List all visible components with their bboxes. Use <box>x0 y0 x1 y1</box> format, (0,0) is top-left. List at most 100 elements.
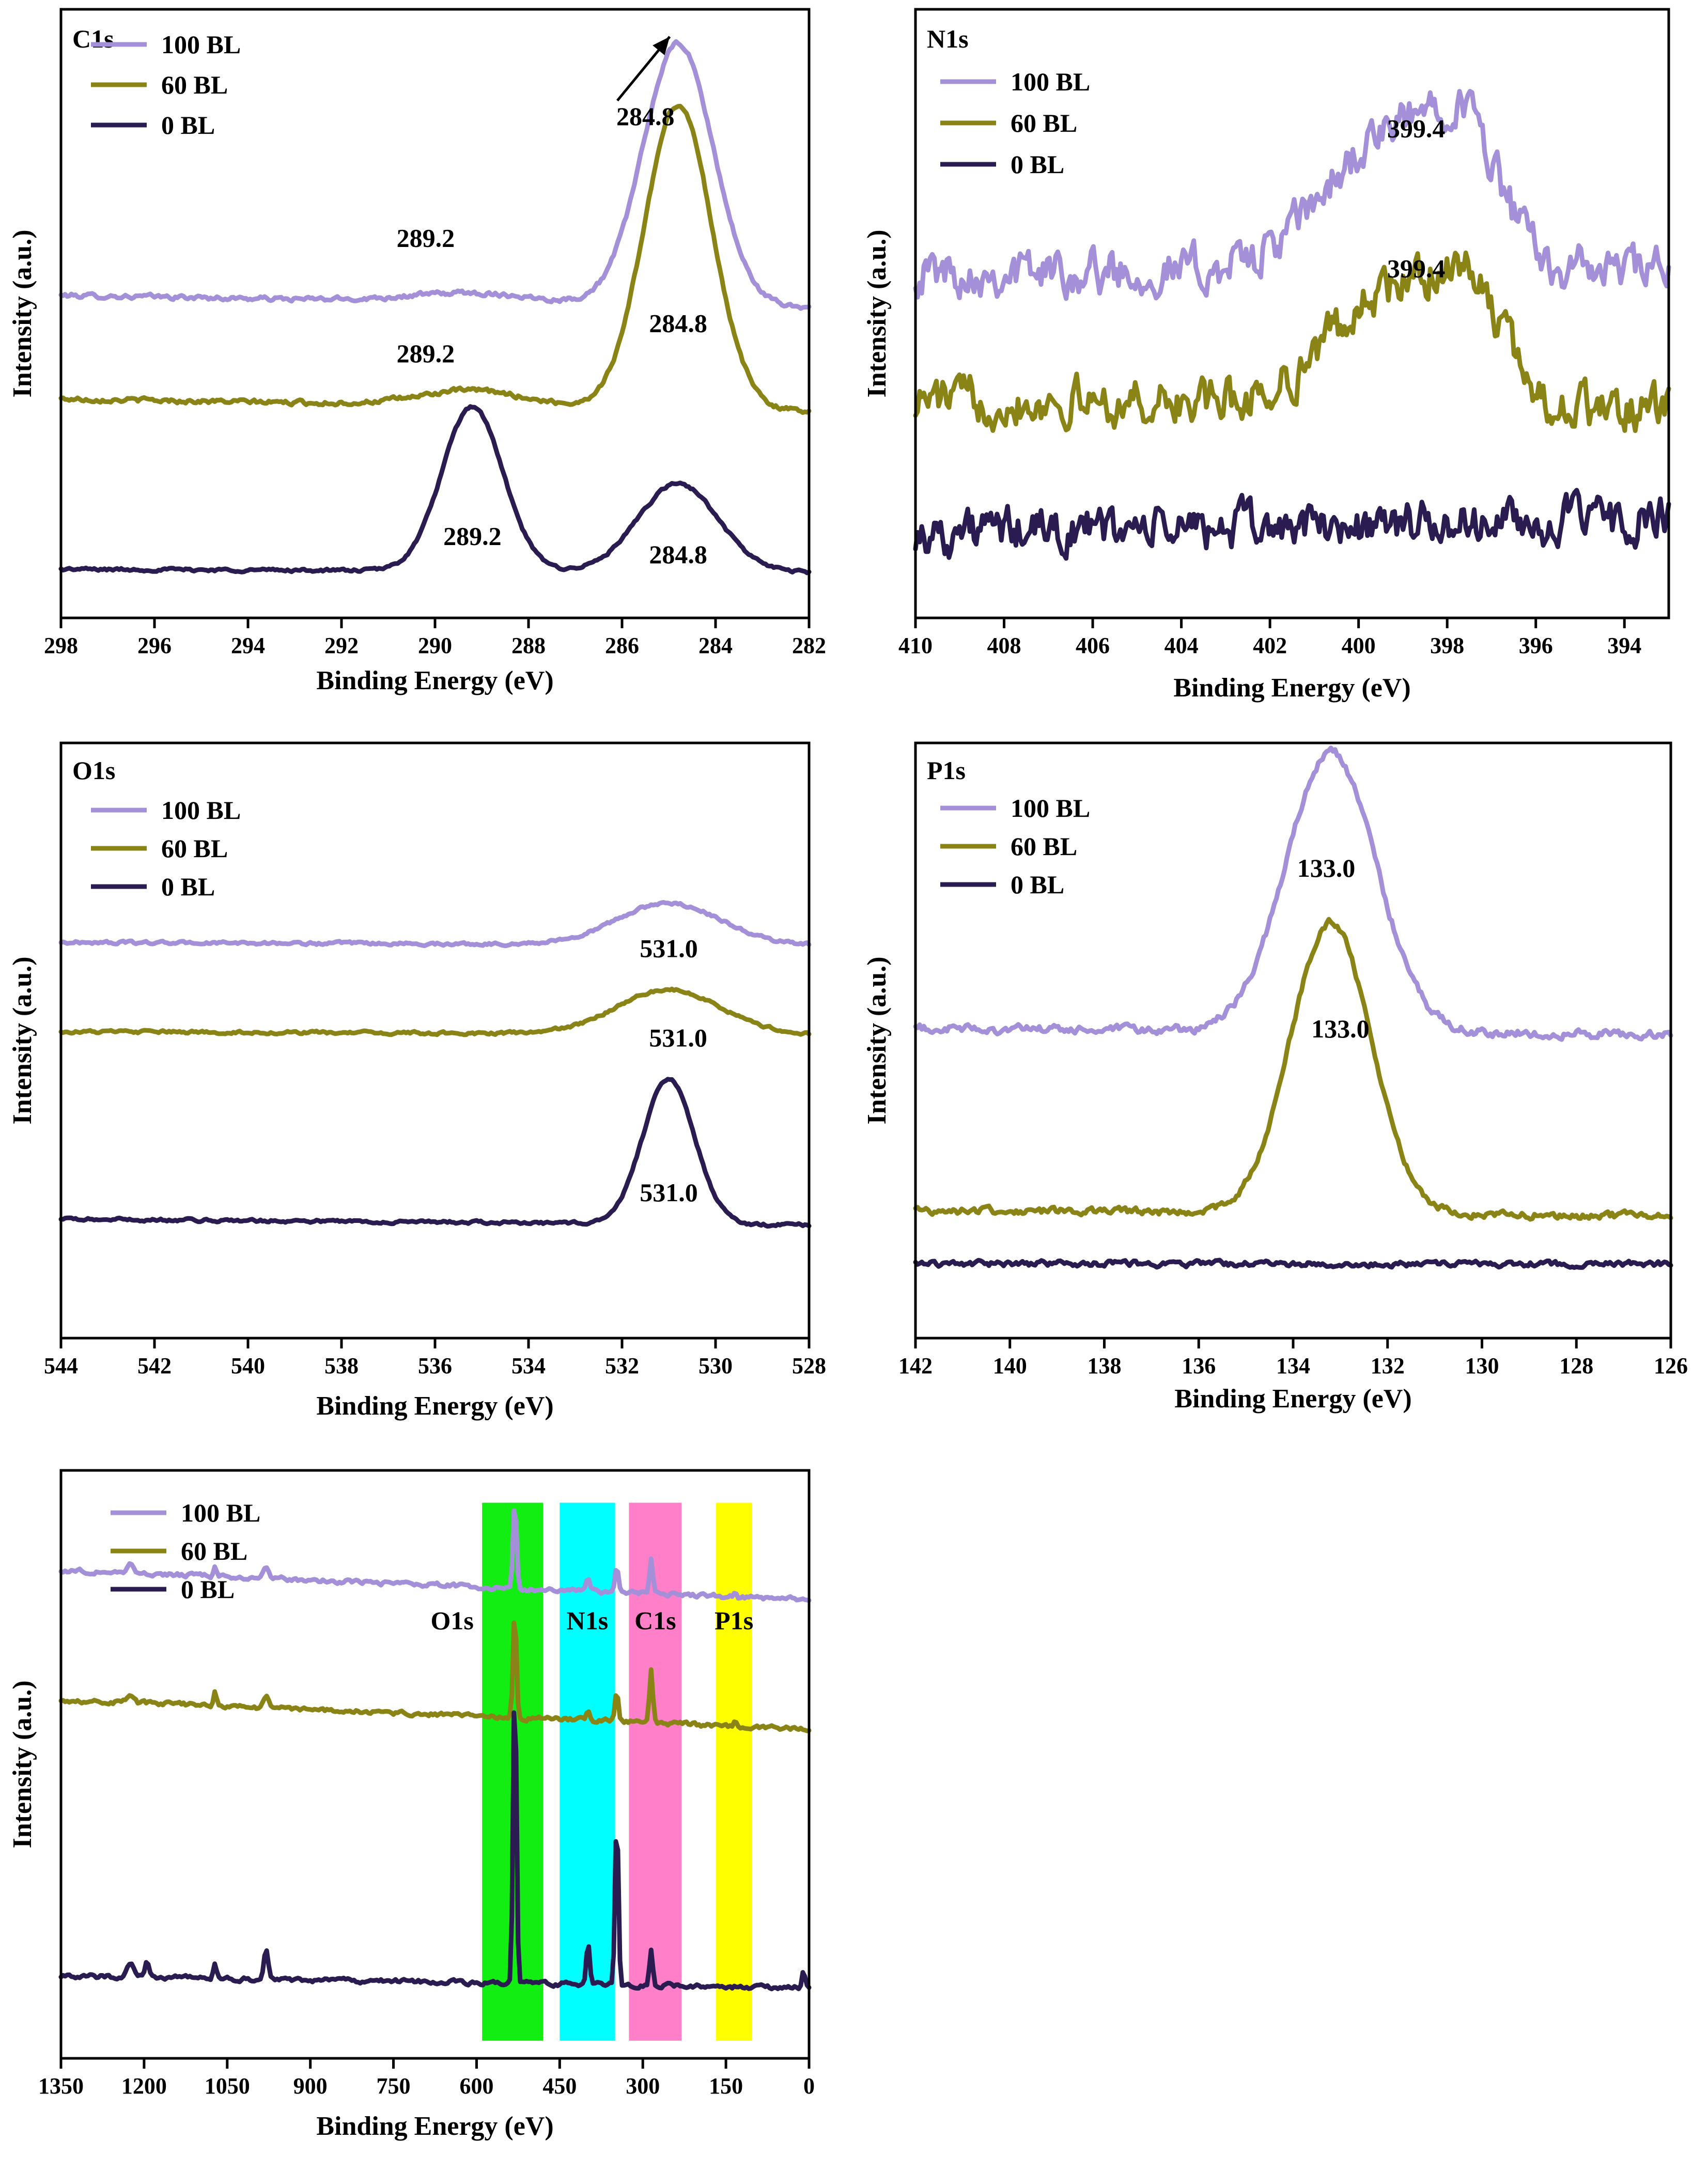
x-tick-label: 540 <box>231 1353 265 1378</box>
legend-label: 60 BL <box>1011 832 1077 861</box>
x-tick-label: 394 <box>1607 633 1641 658</box>
legend-label: 0 BL <box>161 111 215 139</box>
series-line-0-bl <box>58 1077 812 1229</box>
x-tick-label: 538 <box>324 1353 359 1378</box>
x-tick-label: 542 <box>137 1353 172 1378</box>
peak-label: 531.0 <box>640 934 698 963</box>
x-tick-label: 544 <box>44 1353 78 1378</box>
x-tick-label: 298 <box>44 633 78 658</box>
x-tick-label: 530 <box>698 1353 733 1378</box>
x-tick-label: 138 <box>1088 1353 1122 1378</box>
peak-label: 284.8 <box>616 102 675 131</box>
x-tick-label: 532 <box>605 1353 639 1378</box>
legend-label: 60 BL <box>181 1537 247 1565</box>
peak-label: 133.0 <box>1297 854 1356 882</box>
series-line-60-bl <box>58 986 812 1037</box>
x-tick-label: 750 <box>377 2073 411 2099</box>
x-tick-label: 134 <box>1276 1353 1310 1378</box>
band-p1s <box>716 1502 752 2041</box>
x-tick-label: 282 <box>792 633 826 658</box>
x-tick-label: 292 <box>324 633 359 658</box>
peak-label: 133.0 <box>1311 1014 1370 1043</box>
peak-label: 399.4 <box>1387 114 1446 143</box>
peak-label: 399.4 <box>1387 254 1446 283</box>
panel-title: O1s <box>72 756 115 785</box>
plot-frame <box>914 8 1670 619</box>
y-axis-title: Intensity (a.u.) <box>8 1680 37 1848</box>
x-tick-label: 126 <box>1654 1353 1688 1378</box>
x-tick-label: 528 <box>792 1353 826 1378</box>
series-line-60-bl <box>913 917 1673 1222</box>
x-tick-label: 284 <box>698 633 733 658</box>
legend-label: 100 BL <box>1011 67 1090 96</box>
band-label: P1s <box>715 1606 753 1635</box>
panel-title: N1s <box>927 24 969 53</box>
x-tick-label: 142 <box>898 1353 933 1378</box>
x-tick-label: 300 <box>626 2073 660 2099</box>
series-line-60-bl <box>913 250 1671 433</box>
chart-survey: 1350 1200 1050 900 750 600 450 300 150 0 Binding E… <box>8 1469 815 2141</box>
legend-label: 0 BL <box>181 1575 235 1604</box>
x-axis-title: Binding Energy (eV) <box>1173 673 1410 703</box>
x-tick-label: 296 <box>137 633 172 658</box>
legend-label: 0 BL <box>161 872 215 901</box>
x-tick-label: 404 <box>1164 633 1199 658</box>
y-axis-title: Intensity (a.u.) <box>862 229 892 397</box>
series-line-100-bl <box>913 89 1671 301</box>
x-tick-label: 294 <box>231 633 265 658</box>
x-tick-label: 406 <box>1076 633 1110 658</box>
band-label: N1s <box>567 1606 609 1635</box>
x-tick-label: 410 <box>898 633 933 658</box>
series-line-0-bl <box>58 1710 812 1992</box>
x-tick-label: 400 <box>1342 633 1376 658</box>
chart-p1s: 142 140 138 136 134 132 130 128 126 Binding Energ… <box>862 741 1688 1414</box>
chart-c1s: 298 296 294 292 290 288 286 284 282 Binding Energ… <box>8 8 826 695</box>
series-line-0-bl <box>58 404 812 576</box>
x-tick-label: 398 <box>1430 633 1464 658</box>
legend-label: 60 BL <box>161 834 228 863</box>
x-tick-label: 1350 <box>38 2073 84 2099</box>
peak-label: 289.2 <box>397 223 455 252</box>
legend-label: 60 BL <box>1011 108 1077 137</box>
chart-o1s: 544 542 540 538 536 534 532 530 528 Binding Energ… <box>8 741 826 1421</box>
plot-frame <box>59 1469 811 2060</box>
y-axis-title: Intensity (a.u.) <box>8 229 37 397</box>
peak-label: 289.2 <box>443 522 502 551</box>
legend-label: 100 BL <box>161 30 241 59</box>
band-label: O1s <box>430 1606 473 1635</box>
panel-title: P1s <box>927 756 966 785</box>
x-tick-label: 130 <box>1465 1353 1499 1378</box>
series-line-60-bl <box>58 103 812 415</box>
series-line-100-bl <box>58 1508 812 1603</box>
x-tick-label: 0 <box>803 2073 815 2099</box>
panel-title: C1s <box>72 24 114 53</box>
peak-label: 531.0 <box>649 1023 707 1052</box>
legend-label: 100 BL <box>161 796 241 825</box>
legend-label: 60 BL <box>161 70 228 99</box>
x-tick-label: 136 <box>1182 1353 1216 1378</box>
x-axis-title: Binding Energy (eV) <box>316 666 553 695</box>
legend-label: 100 BL <box>181 1498 260 1527</box>
y-axis-title: Intensity (a.u.) <box>8 956 37 1124</box>
series-line-100-bl <box>913 746 1673 1042</box>
x-axis-title: Binding Energy (eV) <box>1174 1384 1411 1414</box>
series-line-60-bl <box>58 1620 812 1733</box>
series-line-0-bl <box>913 1258 1673 1270</box>
x-tick-label: 290 <box>418 633 452 658</box>
chart-n1s: 410 408 406 404 402 400 398 396 394 Binding Energ… <box>862 8 1671 703</box>
legend-label: 0 BL <box>1011 870 1064 899</box>
x-tick-label: 450 <box>542 2073 577 2099</box>
x-tick-label: 402 <box>1253 633 1287 658</box>
x-tick-label: 286 <box>605 633 639 658</box>
x-tick-label: 288 <box>511 633 546 658</box>
peak-label: 284.8 <box>649 308 707 337</box>
x-axis-title: Binding Energy (eV) <box>316 1391 553 1421</box>
x-tick-label: 140 <box>993 1353 1027 1378</box>
peak-label: 531.0 <box>640 1178 698 1207</box>
arrow-head <box>653 37 670 55</box>
x-tick-label: 1200 <box>121 2073 167 2099</box>
x-tick-label: 600 <box>459 2073 493 2099</box>
series-line-100-bl <box>58 39 812 311</box>
series-line-0-bl <box>913 488 1671 561</box>
